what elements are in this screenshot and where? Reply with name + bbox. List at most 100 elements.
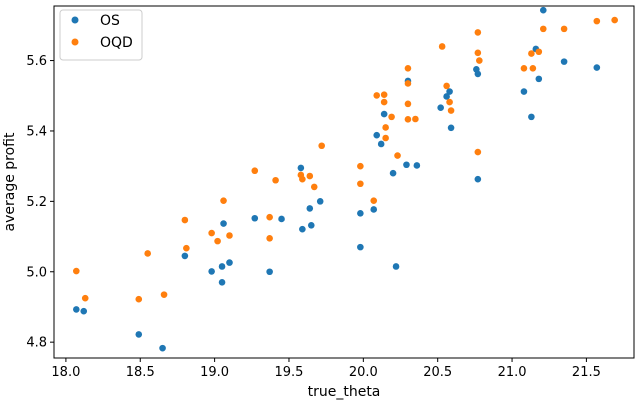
point-os bbox=[297, 164, 305, 172]
point-oqd bbox=[144, 250, 151, 257]
point-os bbox=[278, 215, 285, 223]
point-os bbox=[208, 268, 215, 275]
point-oqd bbox=[611, 16, 618, 24]
legend-marker-os bbox=[71, 16, 79, 24]
point-os bbox=[218, 263, 226, 270]
point-os bbox=[528, 113, 535, 121]
x-axis-label: true_theta bbox=[308, 384, 381, 400]
point-os bbox=[539, 6, 547, 14]
point-os bbox=[389, 169, 397, 177]
point-os bbox=[447, 124, 455, 132]
x-tick-label: 20.5 bbox=[423, 365, 452, 380]
point-os bbox=[373, 131, 381, 139]
point-oqd bbox=[160, 291, 168, 298]
x-tick-label: 18.0 bbox=[51, 365, 80, 380]
point-os bbox=[377, 140, 385, 148]
point-os bbox=[307, 221, 315, 229]
y-tick-label: 5.4 bbox=[26, 124, 47, 139]
plot-area bbox=[53, 5, 635, 359]
point-os bbox=[357, 210, 364, 217]
point-oqd bbox=[272, 176, 279, 184]
point-os bbox=[73, 306, 80, 313]
point-oqd bbox=[318, 142, 325, 150]
point-oqd bbox=[535, 48, 543, 56]
point-os bbox=[535, 75, 543, 83]
point-os bbox=[80, 307, 88, 315]
point-oqd bbox=[520, 65, 528, 72]
point-oqd bbox=[214, 237, 221, 245]
point-oqd bbox=[382, 134, 389, 142]
point-oqd bbox=[447, 107, 455, 114]
point-os bbox=[380, 110, 388, 118]
point-oqd bbox=[310, 183, 318, 191]
point-os bbox=[299, 225, 306, 233]
point-os bbox=[218, 279, 226, 286]
point-oqd bbox=[388, 113, 395, 121]
point-os bbox=[135, 331, 143, 338]
point-oqd bbox=[474, 49, 482, 57]
point-os bbox=[403, 161, 410, 169]
point-os bbox=[266, 268, 273, 276]
legend-label-os: OS bbox=[100, 13, 120, 29]
point-oqd bbox=[560, 25, 568, 33]
point-os bbox=[226, 259, 233, 266]
point-os bbox=[437, 104, 444, 112]
point-os bbox=[474, 175, 482, 183]
y-tick-label: 5.0 bbox=[26, 265, 47, 280]
point-os bbox=[593, 64, 601, 71]
point-oqd bbox=[306, 172, 314, 180]
legend: OS OQD bbox=[59, 9, 143, 61]
point-oqd bbox=[412, 115, 419, 123]
point-os bbox=[220, 220, 227, 227]
y-tick-label: 4.8 bbox=[26, 336, 47, 351]
point-oqd bbox=[539, 25, 547, 33]
x-tick-label: 18.5 bbox=[126, 365, 155, 380]
point-oqd bbox=[474, 29, 482, 36]
x-tick-label: 20.0 bbox=[349, 365, 378, 380]
point-oqd bbox=[528, 50, 535, 57]
x-tick-label: 19.5 bbox=[274, 365, 303, 380]
point-os bbox=[474, 70, 482, 78]
point-oqd bbox=[299, 175, 306, 183]
point-os bbox=[520, 88, 528, 95]
y-tick-label: 5.2 bbox=[26, 195, 47, 210]
point-oqd bbox=[73, 267, 80, 275]
point-os bbox=[392, 263, 400, 270]
point-oqd bbox=[593, 17, 601, 25]
y-axis: 4.8 5.0 5.2 5.4 5.6 bbox=[26, 54, 54, 351]
point-os bbox=[357, 243, 364, 251]
point-oqd bbox=[357, 162, 364, 170]
x-tick-label: 19.0 bbox=[200, 365, 229, 380]
point-os bbox=[316, 198, 324, 205]
point-os bbox=[560, 58, 568, 65]
point-oqd bbox=[476, 57, 483, 64]
point-oqd bbox=[438, 43, 446, 50]
point-oqd bbox=[443, 82, 450, 90]
point-oqd bbox=[226, 232, 233, 239]
legend-marker-oqd bbox=[71, 38, 79, 46]
point-oqd bbox=[404, 80, 412, 87]
point-oqd bbox=[380, 91, 388, 99]
point-oqd bbox=[357, 180, 364, 188]
point-oqd bbox=[404, 100, 412, 108]
point-oqd bbox=[404, 116, 412, 123]
point-os bbox=[443, 93, 450, 100]
point-oqd bbox=[251, 167, 259, 175]
point-oqd bbox=[266, 235, 273, 242]
y-axis-label: average profit bbox=[2, 132, 18, 231]
point-oqd bbox=[382, 124, 389, 131]
point-oqd bbox=[370, 197, 378, 204]
x-axis: 18.0 18.5 19.0 19.5 20.0 20.5 21.0 21.5 bbox=[51, 358, 601, 380]
y-tick-label: 5.6 bbox=[26, 54, 47, 69]
point-oqd bbox=[181, 216, 189, 224]
point-oqd bbox=[208, 229, 215, 237]
point-os bbox=[370, 206, 378, 213]
point-oqd bbox=[529, 65, 537, 72]
point-os bbox=[159, 344, 166, 352]
data-points bbox=[73, 6, 618, 352]
point-os bbox=[251, 214, 259, 222]
legend-box bbox=[59, 9, 143, 61]
point-oqd bbox=[266, 213, 273, 221]
x-tick-label: 21.0 bbox=[498, 365, 527, 380]
